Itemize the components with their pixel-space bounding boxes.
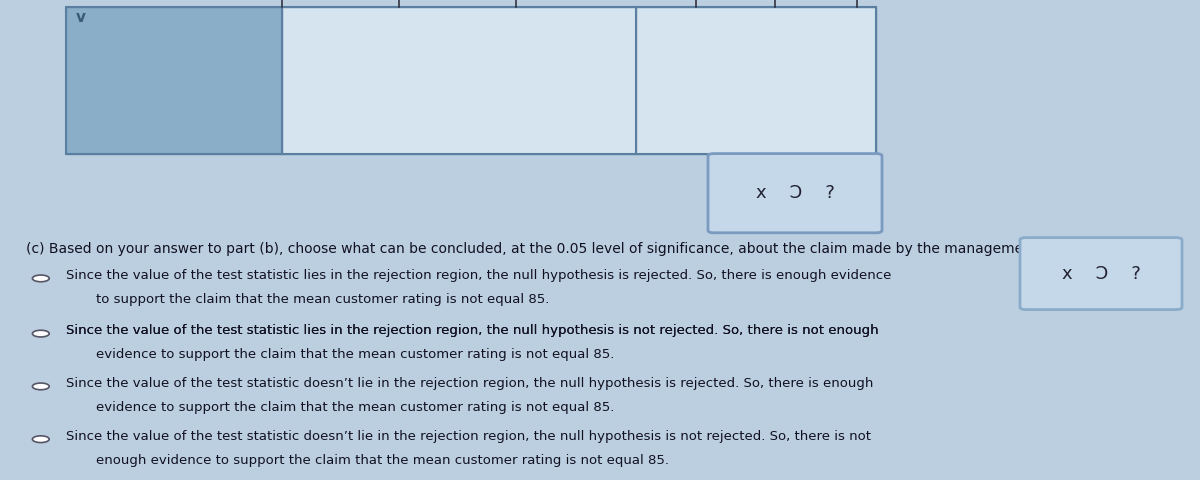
- Text: evidence to support the claim that the mean customer rating is not equal 85.: evidence to support the claim that the m…: [96, 348, 614, 361]
- Bar: [66, 7, 282, 154]
- FancyBboxPatch shape: [708, 154, 882, 233]
- Text: x    Ɔ    ?: x Ɔ ?: [1062, 264, 1140, 283]
- Text: (c) Based on your answer to part (b), choose what can be concluded, at the 0.05 : (c) Based on your answer to part (b), ch…: [26, 242, 1042, 256]
- Text: Since the value of the test statistic lies in the rejection region, the null hyp: Since the value of the test statistic li…: [66, 324, 878, 337]
- Text: Since the value of the test statistic doesn’t lie in the rejection region, the n: Since the value of the test statistic do…: [66, 377, 874, 390]
- Text: v: v: [76, 10, 85, 24]
- Bar: [66, 7, 876, 154]
- Circle shape: [32, 330, 49, 337]
- Text: Since the value of the test statistic lies in the rejection region, the null hyp: Since the value of the test statistic li…: [66, 269, 892, 282]
- Text: Since the value of the test statistic lies in the rejection region, the null hyp: Since the value of the test statistic li…: [66, 324, 878, 337]
- Circle shape: [32, 383, 49, 390]
- Text: evidence to support the claim that the mean customer rating is not equal 85.: evidence to support the claim that the m…: [96, 401, 614, 414]
- Circle shape: [32, 436, 49, 443]
- Bar: [282, 7, 636, 154]
- Text: x    Ɔ    ?: x Ɔ ?: [756, 184, 834, 202]
- Circle shape: [32, 275, 49, 282]
- Text: Since the value of the test statistic lies in the rejection region, the null hyp: Since the value of the test statistic li…: [66, 324, 802, 337]
- Bar: [636, 7, 876, 154]
- FancyBboxPatch shape: [1020, 238, 1182, 310]
- Text: to support the claim that the mean customer rating is not equal 85.: to support the claim that the mean custo…: [96, 293, 550, 306]
- Text: Since the value of the test statistic doesn’t lie in the rejection region, the n: Since the value of the test statistic do…: [66, 430, 871, 443]
- Text: enough evidence to support the claim that the mean customer rating is not equal : enough evidence to support the claim tha…: [96, 454, 670, 467]
